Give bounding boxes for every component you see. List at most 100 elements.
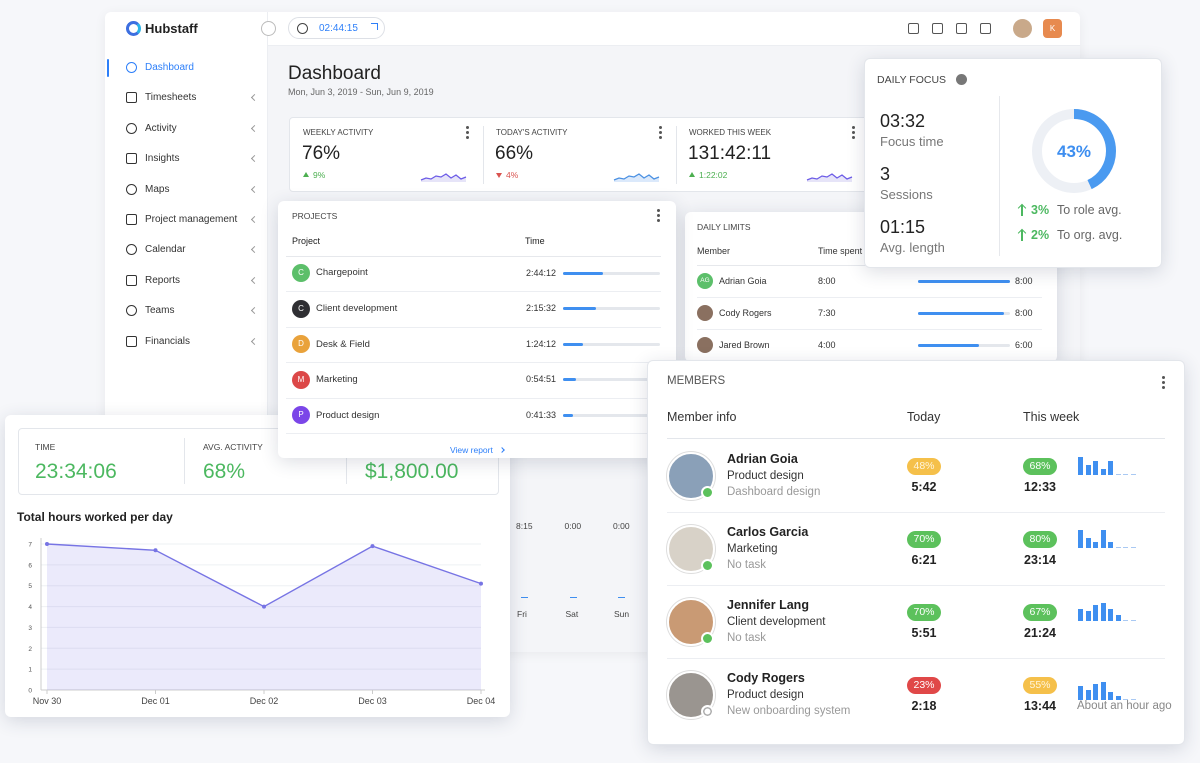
summary-value: $1,800.00 <box>365 460 459 484</box>
toolbar-icon[interactable] <box>908 23 919 34</box>
x-tick-label: Dec 03 <box>358 696 387 706</box>
menu-button[interactable] <box>1159 375 1167 391</box>
dot <box>658 136 662 139</box>
menu-button[interactable] <box>656 125 664 141</box>
menu-button[interactable] <box>849 125 857 141</box>
focus-label: Focus time <box>880 134 944 150</box>
daily-focus-card: DAILY FOCUS 03:32 Focus time 3 Sessions 01:15… <box>864 58 1162 268</box>
project-avatar: C <box>292 264 310 282</box>
up-arrow-stem <box>1021 230 1023 241</box>
nav-item[interactable]: Dashboard <box>105 56 268 80</box>
activity-bar <box>1078 530 1083 548</box>
time-value: 5:51 <box>911 625 937 640</box>
expand-icon <box>371 23 378 30</box>
column-header: Member <box>697 245 731 256</box>
progress-bar <box>563 307 596 311</box>
activity-bar <box>1123 547 1128 548</box>
nav-item[interactable]: Teams <box>105 299 268 323</box>
dot <box>658 131 662 134</box>
y-tick-label: 1 <box>28 667 32 674</box>
project-name: Product design <box>316 409 380 421</box>
column-header: Member info <box>667 409 737 424</box>
nav-item[interactable]: Maps <box>105 178 268 202</box>
dot <box>851 136 855 139</box>
back-button[interactable] <box>261 21 276 36</box>
projects-card: PROJECTS Project Time C Chargepoint 2:44:12 C C… <box>278 201 676 458</box>
project-avatar: C <box>292 299 310 318</box>
dot <box>656 214 660 217</box>
point <box>45 542 49 546</box>
member-project: Product design <box>727 689 804 702</box>
focus-label: Avg. length <box>880 240 945 256</box>
nav-item[interactable]: Project management <box>105 208 268 232</box>
trend-arrow <box>689 172 695 177</box>
avatar <box>697 337 713 353</box>
progress-track <box>563 378 660 382</box>
activity-bar <box>1085 538 1091 548</box>
nav-item[interactable]: Timesheets <box>105 86 268 110</box>
member-name: Cody Rogers <box>727 670 805 685</box>
divider <box>483 126 484 184</box>
percent-badge: 70% <box>907 531 941 548</box>
dot <box>851 131 855 134</box>
view-report-link[interactable]: View report <box>450 445 493 455</box>
day-label: Fri <box>517 608 527 619</box>
user-avatar <box>1013 19 1032 38</box>
sparkline <box>806 173 853 181</box>
y-tick-label: 0 <box>28 688 32 695</box>
bar <box>618 596 625 598</box>
project-time: 1:24:12 <box>526 338 557 349</box>
active-indicator <box>107 59 109 77</box>
status-online <box>701 559 714 572</box>
percent-badge: 80% <box>1023 531 1057 548</box>
dot <box>465 126 469 129</box>
nav-item[interactable]: Calendar <box>105 238 268 262</box>
progress-bar <box>563 342 584 346</box>
nav-item[interactable]: Financials <box>105 330 268 354</box>
time-value: 2:18 <box>911 698 937 713</box>
nav-label: Project management <box>145 214 238 225</box>
time-limit: 8:00 <box>1015 275 1033 286</box>
toolbar-icon[interactable] <box>932 23 943 34</box>
divider <box>286 397 661 399</box>
nav-item[interactable]: Reports <box>105 269 268 293</box>
progress-track <box>563 307 660 311</box>
x-tick-label: Dec 01 <box>141 696 170 706</box>
dot <box>851 126 855 129</box>
point <box>479 581 483 586</box>
trend-arrow <box>496 173 502 178</box>
nav-item[interactable]: Activity <box>105 117 268 141</box>
chart-title: Total hours worked per day <box>17 509 173 524</box>
comparison-value: 3% <box>1031 202 1050 217</box>
nav-icon <box>126 274 137 286</box>
progress-track <box>563 271 660 275</box>
activity-bar <box>1108 692 1113 700</box>
status-online <box>701 486 714 499</box>
time-value: 6:21 <box>911 552 937 567</box>
nav-item[interactable]: Insights <box>105 147 268 171</box>
divider <box>667 438 1165 439</box>
progress-bar <box>563 378 577 382</box>
summary-label: TIME <box>35 441 56 452</box>
member-task: New onboarding system <box>727 705 851 718</box>
dot <box>1161 381 1165 384</box>
activity-bar <box>1115 547 1121 548</box>
nav-icon <box>126 305 137 317</box>
org-badge: K <box>1043 19 1062 38</box>
stat-label: WORKED THIS WEEK <box>689 128 772 138</box>
timer[interactable]: 02:44:15 <box>288 17 385 39</box>
member-project: Product design <box>727 470 804 483</box>
menu-button[interactable] <box>463 125 471 141</box>
toolbar-icon[interactable] <box>956 23 967 34</box>
canvas <box>613 173 660 182</box>
stat-change: 9% <box>313 169 326 180</box>
point <box>153 548 158 553</box>
status-online <box>701 632 714 645</box>
member-project: Client development <box>727 616 826 629</box>
project-time: 0:41:33 <box>526 410 557 420</box>
toolbar-icon[interactable] <box>980 23 991 34</box>
divider <box>286 326 661 328</box>
divider <box>286 362 661 364</box>
menu-button[interactable] <box>654 208 662 224</box>
